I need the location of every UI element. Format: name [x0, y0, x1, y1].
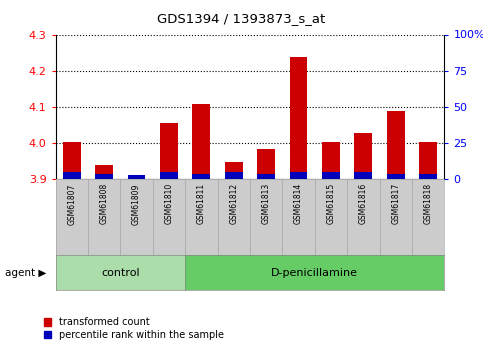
Text: D-penicillamine: D-penicillamine — [271, 268, 358, 277]
Bar — [419, 174, 437, 179]
Text: GSM61814: GSM61814 — [294, 183, 303, 225]
Bar — [387, 111, 405, 179]
Bar — [192, 104, 210, 179]
Bar — [419, 142, 437, 179]
Bar — [322, 172, 340, 179]
Legend: transformed count, percentile rank within the sample: transformed count, percentile rank withi… — [43, 317, 224, 340]
Text: GSM61815: GSM61815 — [327, 183, 336, 225]
Bar — [63, 142, 81, 179]
Text: GDS1394 / 1393873_s_at: GDS1394 / 1393873_s_at — [157, 12, 326, 25]
Bar — [160, 172, 178, 179]
Bar — [387, 174, 405, 179]
Bar — [322, 142, 340, 179]
Text: GSM61810: GSM61810 — [164, 183, 173, 225]
Bar — [63, 172, 81, 179]
Text: GSM61811: GSM61811 — [197, 183, 206, 224]
Text: GSM61818: GSM61818 — [424, 183, 433, 224]
Text: GSM61816: GSM61816 — [359, 183, 368, 225]
Bar — [225, 162, 242, 179]
Bar — [160, 123, 178, 179]
Text: agent ▶: agent ▶ — [5, 268, 46, 277]
Text: GSM61807: GSM61807 — [67, 183, 76, 225]
Bar — [128, 175, 145, 179]
Text: GSM61812: GSM61812 — [229, 183, 238, 224]
Bar — [225, 172, 242, 179]
Text: GSM61817: GSM61817 — [391, 183, 400, 225]
Bar — [128, 176, 145, 179]
Bar — [95, 165, 113, 179]
Bar — [290, 57, 308, 179]
Bar — [290, 172, 308, 179]
Bar — [355, 134, 372, 179]
Bar — [192, 174, 210, 179]
Bar — [355, 172, 372, 179]
Bar — [257, 149, 275, 179]
Bar — [257, 174, 275, 179]
Text: GSM61813: GSM61813 — [262, 183, 270, 225]
Text: GSM61809: GSM61809 — [132, 183, 141, 225]
Text: GSM61808: GSM61808 — [99, 183, 109, 225]
Bar — [95, 174, 113, 179]
Text: control: control — [101, 268, 140, 277]
